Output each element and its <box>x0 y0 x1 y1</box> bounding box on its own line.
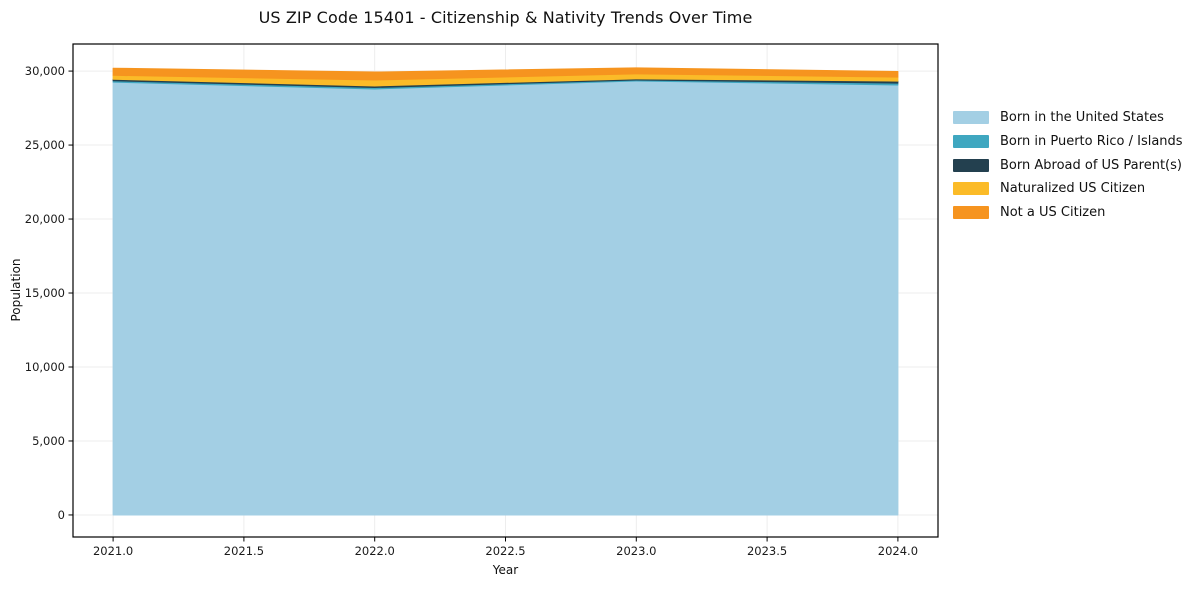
x-tick-label: 2023.0 <box>616 544 656 558</box>
legend: Born in the United States Born in Puerto … <box>953 106 1183 224</box>
legend-label: Born in the United States <box>1000 110 1164 126</box>
x-tick-label: 2021.5 <box>224 544 264 558</box>
area-series <box>112 80 899 516</box>
legend-label: Not a US Citizen <box>1000 205 1106 221</box>
x-axis-label: Year <box>492 563 519 577</box>
y-tick-label: 20,000 <box>25 212 65 226</box>
x-tick-label: 2022.5 <box>485 544 525 558</box>
legend-label: Born Abroad of US Parent(s) <box>1000 157 1182 173</box>
legend-label: Naturalized US Citizen <box>1000 181 1146 197</box>
legend-item: Not a US Citizen <box>953 201 1183 225</box>
x-tick-label: 2024.0 <box>878 544 918 558</box>
legend-label: Born in Puerto Rico / Islands <box>1000 134 1183 150</box>
x-tick-label: 2021.0 <box>93 544 133 558</box>
y-tick-label: 25,000 <box>25 138 65 152</box>
y-tick-label: 10,000 <box>25 360 65 374</box>
legend-swatch <box>953 206 989 220</box>
y-tick-label: 15,000 <box>25 286 65 300</box>
legend-swatch <box>953 135 989 149</box>
x-tick-label: 2022.0 <box>355 544 395 558</box>
area-series <box>112 67 899 81</box>
legend-item: Born in Puerto Rico / Islands <box>953 130 1183 154</box>
legend-item: Born Abroad of US Parent(s) <box>953 153 1183 177</box>
y-tick-label: 5,000 <box>32 434 65 448</box>
chart-title: US ZIP Code 15401 - Citizenship & Nativi… <box>258 8 753 27</box>
legend-item: Born in the United States <box>953 106 1183 130</box>
y-axis-label: Population <box>9 258 23 322</box>
legend-swatch <box>953 158 989 172</box>
y-tick-label: 0 <box>58 508 65 522</box>
x-tick-label: 2023.5 <box>747 544 787 558</box>
legend-swatch <box>953 182 989 196</box>
legend-item: Naturalized US Citizen <box>953 177 1183 201</box>
y-tick-label: 30,000 <box>25 64 65 78</box>
legend-swatch <box>953 111 989 125</box>
